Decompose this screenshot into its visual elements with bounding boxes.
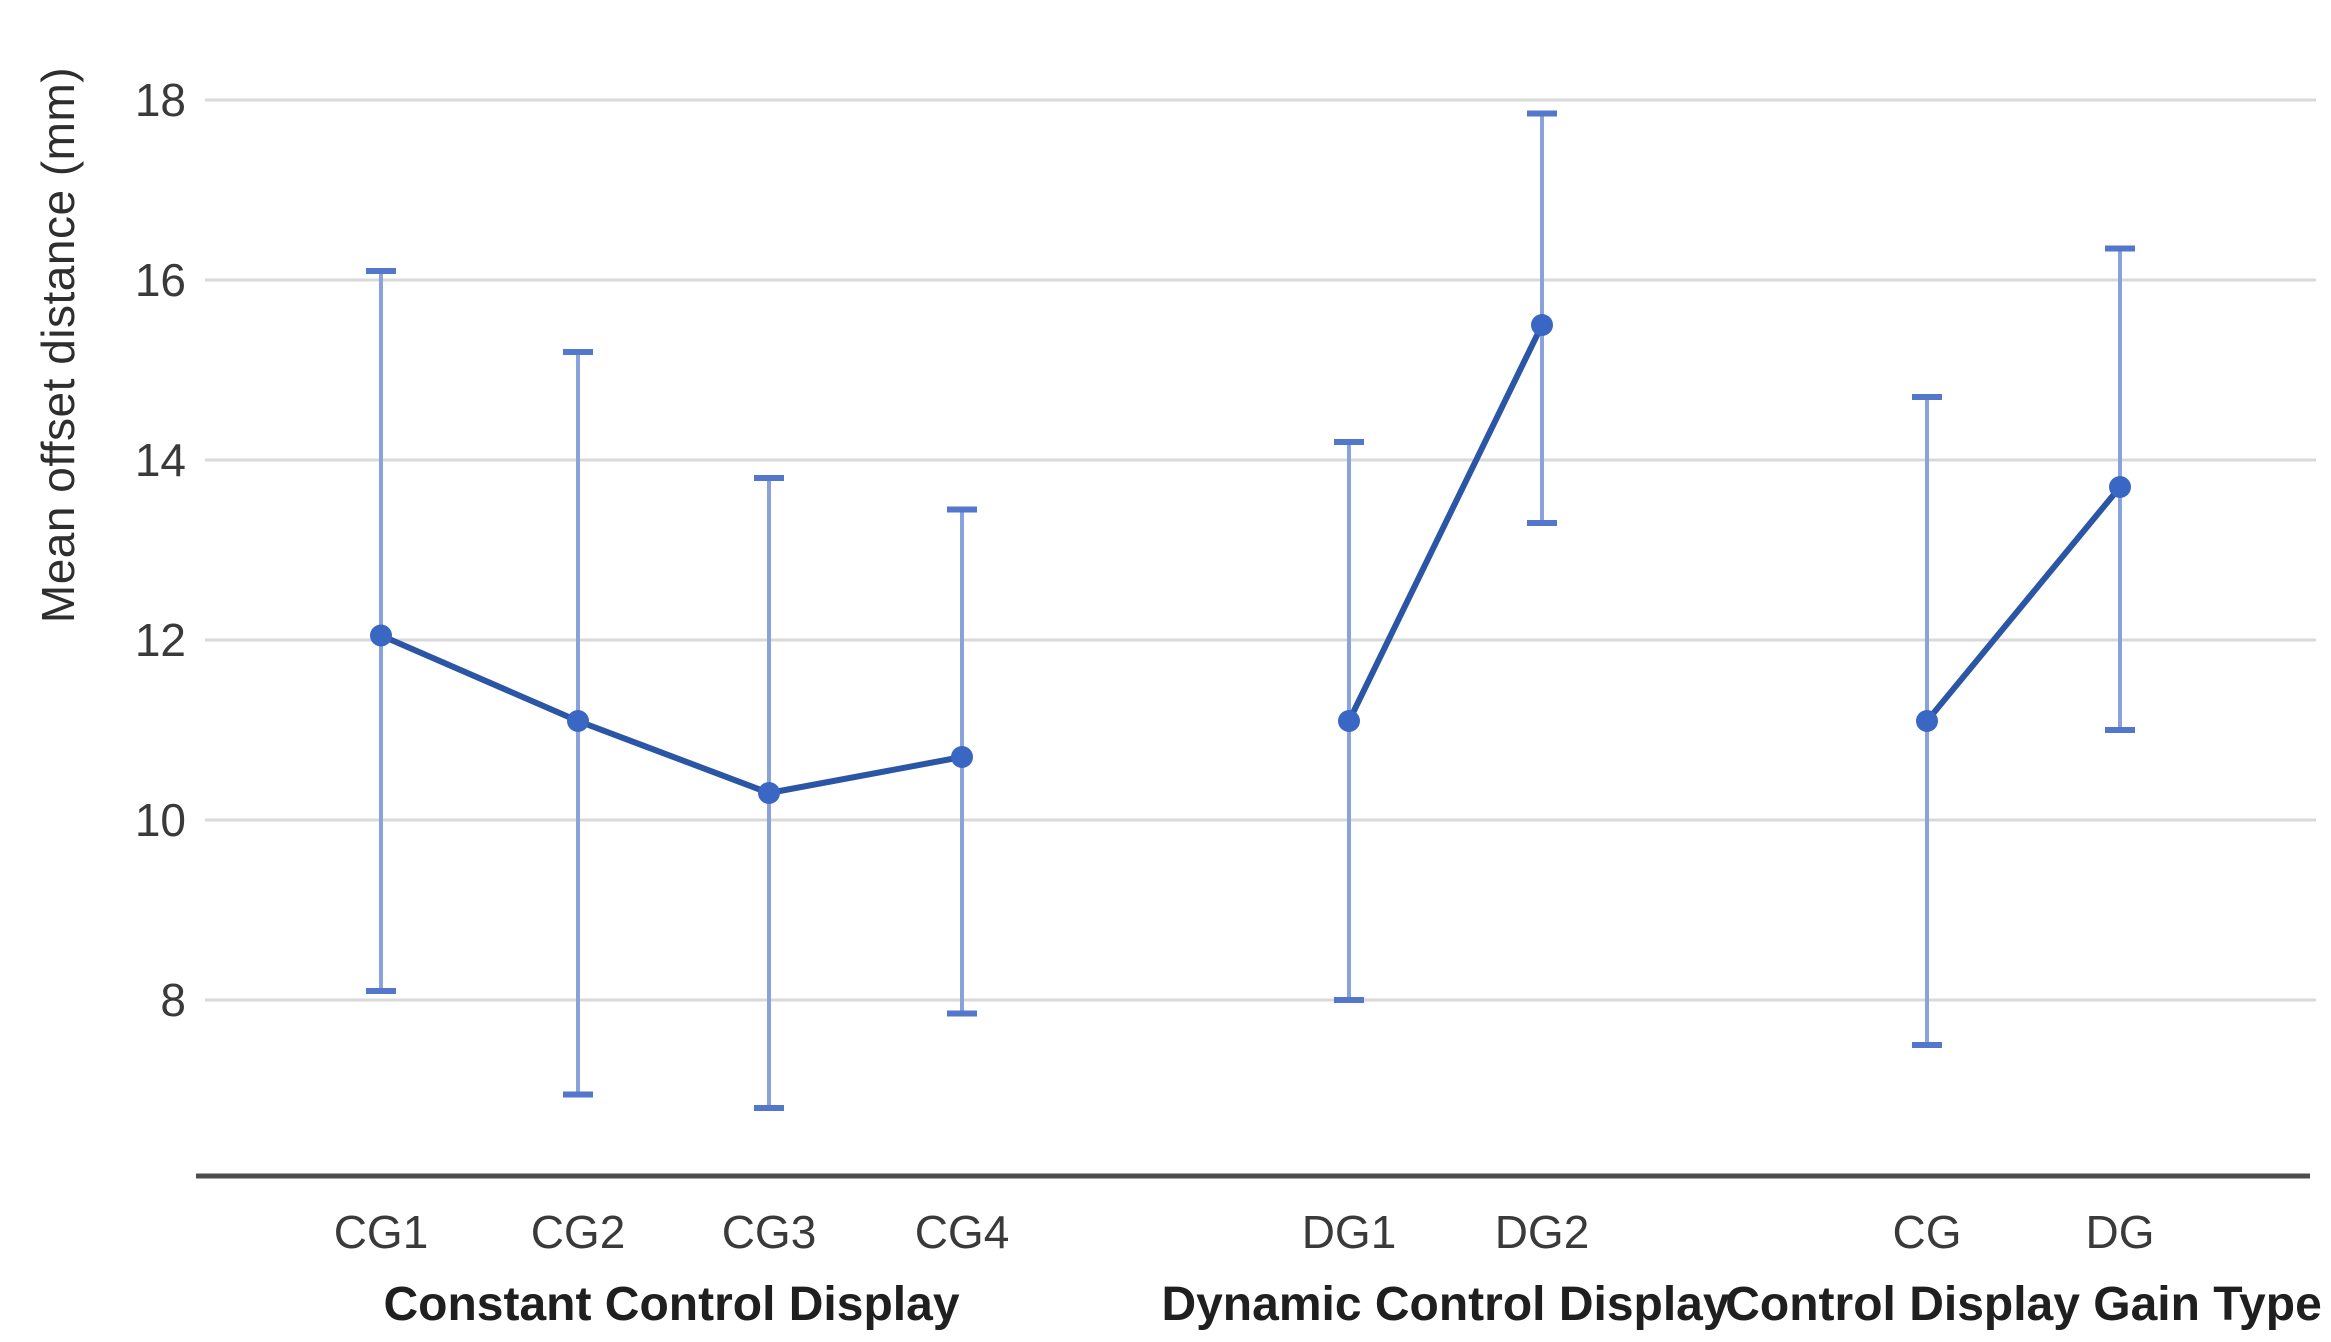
data-point-marker [758,782,780,804]
x-group-label: Control Display Gain Type [1725,1278,2322,1331]
series-line [379,632,963,796]
y-tick-label: 14 [135,434,186,486]
data-point-marker [370,624,392,647]
y-tick-label: 8 [160,974,186,1026]
x-tick-label: CG1 [334,1206,429,1258]
x-group-label: Dynamic Control Display [1161,1278,1729,1331]
x-tick-label: CG3 [722,1206,817,1258]
y-tick-label: 12 [135,614,186,666]
x-tick-label: DG [2086,1206,2155,1258]
data-point-marker [1338,710,1360,732]
x-tick-label: DG1 [1302,1206,1397,1258]
data-point-marker [567,710,589,732]
x-group-label: Constant Control Display [383,1278,959,1331]
series-line [1924,485,2123,723]
y-axis-title-text: Mean offset distance (mm) [32,66,84,624]
x-tick-label: CG2 [531,1206,626,1258]
x-tick-label: CG4 [915,1206,1010,1258]
data-point-marker [1531,314,1553,336]
y-tick-label: 10 [135,794,186,846]
series-line [1346,323,1545,723]
data-point-marker [951,746,973,768]
x-tick-label: DG2 [1495,1206,1590,1258]
y-tick-label: 18 [135,74,186,126]
y-tick-label: 16 [135,254,186,306]
data-point-marker [1916,710,1938,732]
data-point-marker [2109,476,2131,498]
x-tick-label: CG [1893,1206,1962,1258]
